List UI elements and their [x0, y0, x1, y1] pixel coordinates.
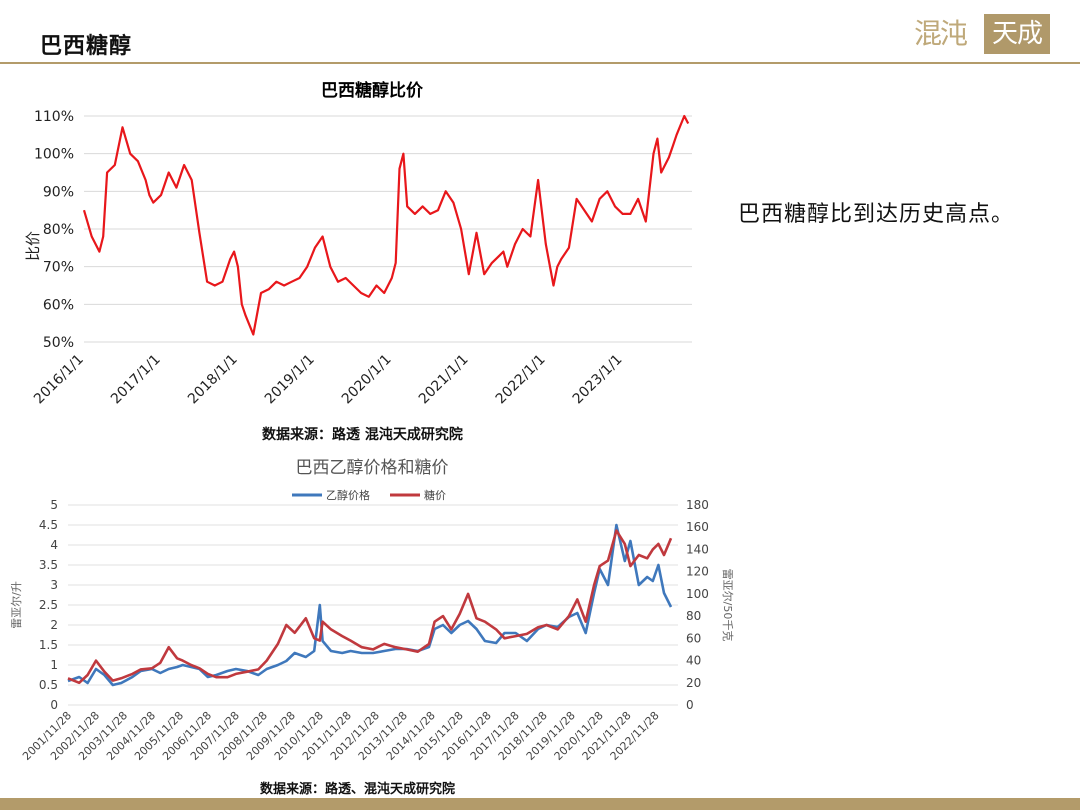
chart1-title: 巴西糖醇比价 [321, 80, 424, 101]
chart2-legend-label: 糖价 [424, 488, 446, 502]
chart2-ytick-label: 0.5 [39, 678, 58, 692]
logo-box-text: 天成 [984, 14, 1050, 54]
chart2-y2tick-label: 80 [686, 609, 701, 623]
page-title: 巴西糖醇 [40, 34, 133, 59]
header-divider [0, 62, 1080, 64]
chart1-ylabel: 比价 [24, 231, 42, 261]
chart1-ytick-label: 70% [43, 260, 74, 276]
chart2-ethanol-line [67, 523, 673, 687]
chart2-legend-label: 乙醇价格 [326, 488, 370, 502]
logo-brush-text: 混沌 [914, 17, 968, 50]
chart2-ytick-label: 2 [50, 618, 58, 632]
chart2-ytick-label: 5 [50, 498, 58, 512]
chart2-y2tick-label: 160 [686, 520, 709, 534]
chart1-ytick-label: 50% [43, 335, 74, 351]
chart2-y2label: 雷亚尔/50千克 [721, 569, 734, 642]
chart2-y2tick-label: 140 [686, 542, 709, 556]
chart2-ylabel: 雷亚尔/升 [10, 581, 23, 629]
side-note: 巴西糖醇比到达历史高点。 [738, 202, 1015, 227]
footer-bar [0, 798, 1080, 810]
chart2-y2tick-label: 40 [686, 654, 701, 668]
chart2-ytick-label: 3 [50, 578, 58, 592]
chart2-ytick-label: 4 [50, 538, 58, 552]
chart2-ytick-label: 3.5 [39, 558, 58, 572]
chart1-ytick-label: 110% [34, 109, 74, 125]
chart2-title: 巴西乙醇价格和糖价 [296, 458, 449, 478]
chart2-ytick-label: 1.5 [39, 638, 58, 652]
chart2-y2tick-label: 60 [686, 631, 701, 645]
chart2-y2tick-label: 180 [686, 498, 709, 512]
chart1-ytick-label: 90% [43, 184, 74, 200]
chart2-y2tick-label: 0 [686, 698, 694, 712]
chart1-ratio-line [82, 114, 690, 336]
chart2-source: 数据来源：路透、混沌天成研究院 [260, 782, 456, 797]
chart1-ytick-label: 60% [43, 297, 74, 313]
chart2-ytick-label: 1 [50, 658, 58, 672]
chart1-source: 数据来源：路透 混沌天成研究院 [262, 427, 463, 443]
chart2-y2tick-label: 120 [686, 565, 709, 579]
chart2-y2tick-label: 20 [686, 676, 701, 690]
chart1-ytick-label: 100% [34, 147, 74, 163]
chart2-ytick-label: 0 [50, 698, 58, 712]
company-logo: 混沌 天成 [914, 12, 1050, 56]
chart1-ytick-label: 80% [43, 222, 74, 238]
chart2-sugar-line [67, 529, 673, 685]
chart2-ytick-label: 2.5 [39, 598, 58, 612]
chart2-ytick-label: 4.5 [39, 518, 58, 532]
chart2-y2tick-label: 100 [686, 587, 709, 601]
